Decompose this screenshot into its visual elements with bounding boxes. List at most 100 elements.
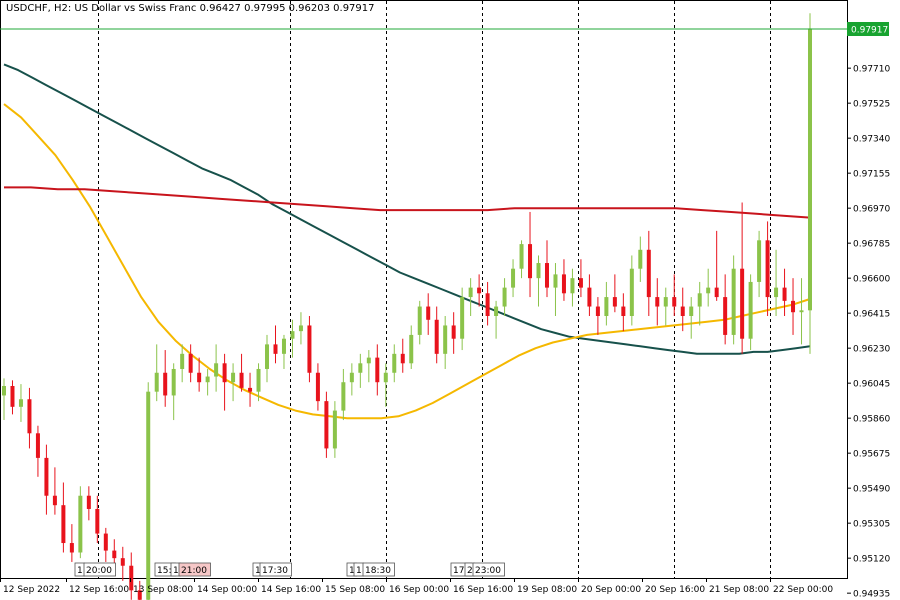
- candle[interactable]: [765, 221, 770, 316]
- candle[interactable]: [205, 368, 210, 396]
- candle[interactable]: [44, 444, 49, 515]
- candle[interactable]: [35, 425, 40, 477]
- candle[interactable]: [341, 368, 346, 421]
- candle[interactable]: [748, 274, 753, 351]
- candle[interactable]: [655, 278, 660, 326]
- candle[interactable]: [468, 278, 473, 316]
- candle[interactable]: [595, 297, 600, 335]
- candle[interactable]: [680, 287, 685, 332]
- candle[interactable]: [697, 281, 702, 326]
- candle[interactable]: [332, 401, 337, 458]
- candle[interactable]: [409, 325, 414, 369]
- candle[interactable]: [95, 495, 100, 544]
- candle[interactable]: [248, 372, 253, 407]
- candle[interactable]: [392, 344, 397, 383]
- candle[interactable]: [723, 274, 728, 345]
- candle[interactable]: [808, 13, 812, 354]
- candle[interactable]: [629, 255, 634, 326]
- candle[interactable]: [265, 334, 270, 383]
- candle[interactable]: [553, 263, 558, 316]
- candle[interactable]: [86, 486, 91, 521]
- candle[interactable]: [417, 300, 422, 345]
- candle[interactable]: [146, 382, 151, 600]
- candle[interactable]: [137, 580, 142, 600]
- candle[interactable]: [578, 259, 583, 298]
- candle[interactable]: [621, 293, 626, 332]
- candle[interactable]: [519, 240, 524, 279]
- candle[interactable]: [561, 259, 566, 301]
- candle[interactable]: [197, 357, 202, 392]
- candle[interactable]: [256, 363, 261, 402]
- candle[interactable]: [544, 240, 549, 298]
- candle[interactable]: [740, 202, 745, 354]
- candle[interactable]: [528, 211, 533, 298]
- candle[interactable]: [103, 527, 108, 562]
- candle[interactable]: [774, 249, 779, 316]
- candle[interactable]: [799, 278, 804, 345]
- candle[interactable]: [61, 482, 66, 553]
- candle[interactable]: [714, 230, 719, 301]
- candle[interactable]: [494, 300, 499, 339]
- candle[interactable]: [477, 274, 482, 307]
- x-tick-label: 12 Sep 16:00: [69, 585, 129, 595]
- candle[interactable]: [290, 319, 295, 358]
- candle[interactable]: [163, 350, 168, 407]
- candle[interactable]: [349, 363, 354, 396]
- candle[interactable]: [231, 363, 236, 402]
- chart-ohlc: 0.96427 0.97995 0.96203 0.97917: [199, 3, 375, 14]
- candle[interactable]: [604, 281, 609, 326]
- candle[interactable]: [536, 255, 541, 307]
- candle[interactable]: [188, 344, 193, 383]
- candle[interactable]: [757, 230, 762, 298]
- candle[interactable]: [400, 338, 405, 373]
- candle[interactable]: [689, 297, 694, 339]
- candle[interactable]: [587, 274, 592, 316]
- candle[interactable]: [214, 344, 219, 392]
- candle[interactable]: [443, 316, 448, 369]
- candle[interactable]: [570, 268, 575, 307]
- candle[interactable]: [502, 278, 507, 316]
- candle[interactable]: [731, 255, 736, 345]
- candle[interactable]: [375, 344, 380, 396]
- candle[interactable]: [171, 363, 176, 421]
- candle[interactable]: [52, 467, 57, 515]
- candle[interactable]: [706, 268, 711, 307]
- candle[interactable]: [460, 287, 465, 351]
- candle[interactable]: [18, 384, 23, 422]
- candle[interactable]: [273, 325, 278, 364]
- candle[interactable]: [298, 312, 303, 345]
- candle[interactable]: [281, 334, 286, 369]
- candle[interactable]: [154, 344, 159, 402]
- candle[interactable]: [27, 387, 32, 449]
- candle[interactable]: [324, 391, 329, 458]
- candle[interactable]: [78, 486, 83, 559]
- y-tick-label: 0.95860: [853, 415, 890, 425]
- candle[interactable]: [663, 287, 668, 326]
- candle[interactable]: [358, 353, 363, 388]
- candle[interactable]: [180, 344, 185, 383]
- candle[interactable]: [646, 230, 651, 316]
- candle[interactable]: [672, 274, 677, 316]
- candle[interactable]: [69, 524, 74, 562]
- candle[interactable]: [239, 353, 244, 392]
- candle[interactable]: [2, 378, 6, 421]
- candle[interactable]: [434, 306, 439, 364]
- candle[interactable]: [791, 278, 796, 335]
- candle[interactable]: [782, 268, 787, 316]
- candle[interactable]: [485, 281, 490, 326]
- candle[interactable]: [120, 546, 125, 581]
- candle[interactable]: [10, 380, 15, 415]
- candle[interactable]: [315, 363, 320, 411]
- candle[interactable]: [129, 552, 134, 600]
- candle[interactable]: [612, 274, 617, 313]
- candle[interactable]: [307, 316, 312, 383]
- candle[interactable]: [511, 259, 516, 298]
- candle[interactable]: [383, 363, 388, 407]
- candle[interactable]: [426, 293, 431, 335]
- candle[interactable]: [638, 236, 643, 282]
- candle[interactable]: [222, 353, 227, 411]
- candle[interactable]: [451, 312, 456, 354]
- candle[interactable]: [366, 350, 371, 383]
